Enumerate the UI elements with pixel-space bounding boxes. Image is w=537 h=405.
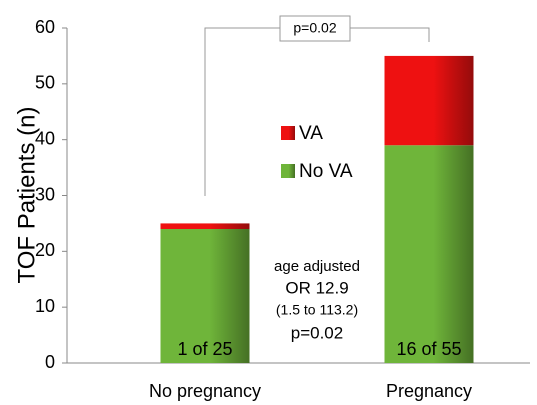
y-axis-label: TOF Patients (n) <box>13 107 40 284</box>
bar-segment <box>384 55 474 146</box>
legend-label: VA <box>299 123 323 144</box>
stats-text: p=0.02 <box>291 323 343 342</box>
legend-swatch <box>281 164 295 178</box>
bar-segment <box>160 223 250 229</box>
stats-text: (1.5 to 113.2) <box>276 302 358 318</box>
legend-label: No VA <box>299 161 353 182</box>
bar-label: 16 of 55 <box>396 339 461 359</box>
x-tick-label: No pregnancy <box>149 381 261 401</box>
y-tick-label: 10 <box>35 296 55 316</box>
bar-label: 1 of 25 <box>177 339 232 359</box>
stats-text: OR 12.9 <box>285 278 348 297</box>
y-tick-label: 30 <box>35 184 55 204</box>
stats-text: age adjusted <box>274 258 360 275</box>
bracket-box <box>279 15 351 42</box>
legend-swatch <box>281 126 295 140</box>
x-tick-label: Pregnancy <box>386 381 472 401</box>
y-tick-label: 50 <box>35 73 55 93</box>
y-tick-label: 20 <box>35 240 55 260</box>
y-tick-label: 0 <box>45 352 55 372</box>
bar-segment <box>384 145 474 363</box>
bracket-label: p=0.02 <box>293 20 336 36</box>
y-tick-label: 40 <box>35 128 55 148</box>
y-tick-label: 60 <box>35 17 55 37</box>
bar-segment <box>160 229 250 363</box>
